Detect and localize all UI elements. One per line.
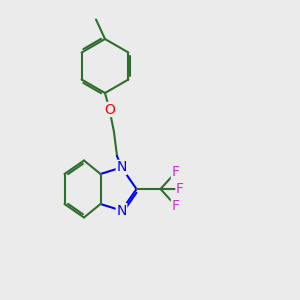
Text: F: F [172,166,179,179]
Text: N: N [116,204,127,218]
Text: O: O [104,103,115,116]
Text: N: N [116,160,127,174]
Text: F: F [176,182,184,196]
Text: F: F [172,199,179,212]
